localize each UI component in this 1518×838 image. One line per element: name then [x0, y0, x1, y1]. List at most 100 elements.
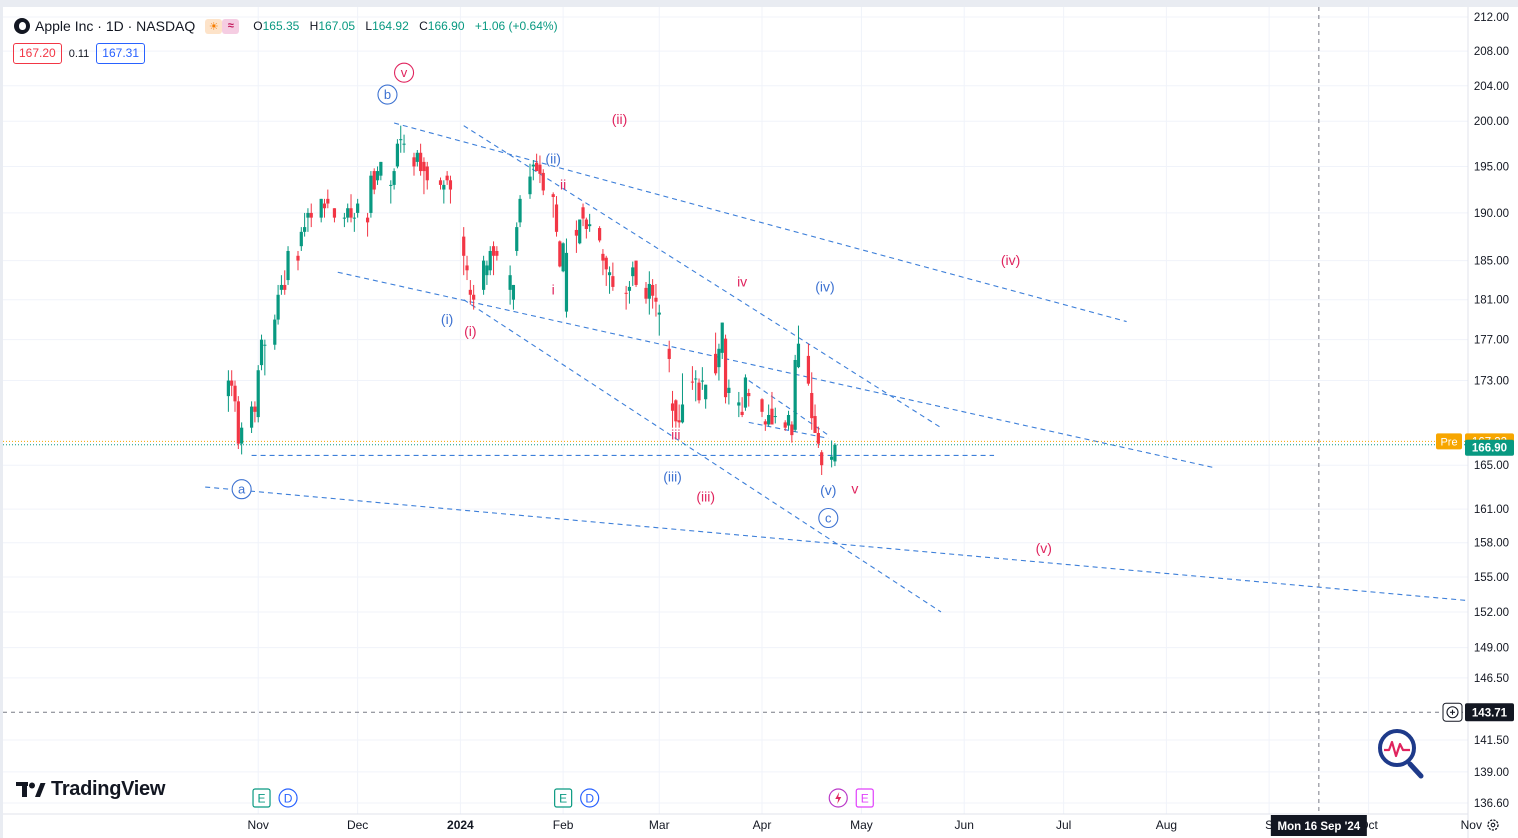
time-tick-label: Dec — [347, 818, 368, 832]
candle — [538, 155, 542, 184]
wave-label[interactable]: (iv) — [1001, 252, 1020, 268]
wave-label[interactable]: (ii) — [545, 151, 561, 167]
candle — [727, 379, 731, 405]
wave-label[interactable]: b — [377, 84, 398, 105]
candle-body — [495, 250, 499, 256]
wave-label[interactable]: (iii) — [663, 469, 682, 485]
wave-label[interactable]: (iii) — [696, 488, 715, 504]
wave-label[interactable]: (iv) — [815, 278, 834, 294]
candle-body — [574, 229, 579, 236]
event-marker-text: E — [559, 792, 567, 806]
candle — [697, 378, 701, 404]
event-marker-shape — [252, 788, 271, 808]
candle-body — [283, 284, 287, 290]
gear-outer — [1487, 819, 1499, 831]
wave-label[interactable]: (v) — [820, 482, 836, 498]
magnifier-lens — [1378, 729, 1416, 767]
event-marker-text: D — [585, 792, 594, 806]
wave-label[interactable]: (i) — [464, 323, 476, 339]
candle-body — [651, 284, 655, 296]
candle — [419, 143, 423, 176]
candle-body — [226, 380, 230, 397]
trendline[interactable] — [337, 271, 1213, 468]
candle — [481, 255, 486, 295]
candle — [395, 139, 400, 169]
trendline[interactable] — [748, 421, 829, 439]
event-marker-shape — [554, 788, 573, 808]
candle — [796, 325, 801, 369]
candle — [723, 334, 728, 404]
candle — [767, 404, 771, 427]
candle — [634, 260, 638, 287]
candle-body — [412, 157, 416, 167]
candle-body — [365, 217, 370, 223]
event-marker-dividend[interactable]: D — [580, 788, 600, 808]
ohlc-readout: O165.35 H167.05 L164.92 C166.90 +1.06 (+… — [253, 19, 558, 33]
event-marker-dividend[interactable]: D — [278, 788, 298, 808]
wave-label[interactable]: iv — [737, 274, 747, 290]
candle-body — [677, 420, 681, 423]
candle — [306, 208, 310, 232]
event-marker-flash[interactable] — [828, 788, 848, 808]
candle — [598, 226, 602, 243]
candle-body — [445, 175, 449, 181]
indicator-wave-icon[interactable]: ≈ — [222, 18, 240, 34]
candle-body — [810, 392, 814, 419]
time-tick-label: Nov — [248, 818, 269, 832]
wave-label[interactable]: (v) — [1036, 540, 1052, 556]
candle-body — [561, 243, 565, 272]
candle-body — [816, 432, 820, 444]
candle-body — [670, 403, 675, 411]
wave-label[interactable]: c — [818, 507, 839, 529]
trendline[interactable] — [748, 380, 829, 436]
wave-label[interactable]: (i) — [441, 311, 453, 327]
candle-body — [578, 219, 582, 244]
price-axis-bg[interactable] — [1468, 7, 1518, 838]
trendline[interactable] — [205, 486, 1518, 618]
magnifier-analysis-icon[interactable] — [1378, 729, 1424, 779]
wave-label-text: ii — [560, 176, 566, 192]
wave-label[interactable]: (ii) — [612, 111, 628, 127]
wave-label[interactable]: a — [231, 479, 252, 500]
wave-label[interactable]: i — [552, 281, 555, 297]
price-tick-label: 181.00 — [1474, 295, 1509, 307]
symbol-title[interactable]: Apple Inc · 1D · NASDAQ — [35, 18, 196, 34]
candle — [833, 443, 837, 467]
candle — [342, 212, 346, 228]
candle — [574, 220, 579, 253]
event-marker-earnings[interactable]: E — [855, 788, 874, 808]
candle-body — [379, 161, 383, 176]
event-marker-earnings[interactable]: E — [252, 788, 271, 808]
candle — [770, 391, 774, 425]
event-marker-shape — [855, 788, 874, 808]
candle-body — [773, 416, 777, 418]
settings-gear-icon[interactable] — [1487, 819, 1499, 831]
candle-body — [236, 401, 240, 444]
trendline[interactable] — [393, 122, 1127, 323]
wave-label[interactable]: v — [851, 481, 858, 497]
tradingview-logo[interactable]: TradingView — [16, 778, 165, 801]
candle-body — [465, 265, 469, 271]
wave-label[interactable]: iii — [671, 427, 680, 443]
buy-price-button[interactable]: 167.31 — [96, 43, 145, 64]
time-tick-label: Jun — [955, 818, 974, 832]
candle-body — [581, 207, 585, 219]
sell-price-button[interactable]: 167.20 — [13, 43, 62, 64]
event-marker-earnings[interactable]: E — [554, 788, 573, 808]
wave-label[interactable]: v — [394, 62, 415, 83]
candle-body — [833, 444, 837, 462]
candle — [647, 271, 651, 315]
wave-label-text: (iv) — [1001, 252, 1020, 268]
candle — [412, 152, 416, 176]
candle — [263, 339, 267, 376]
candle — [352, 212, 356, 232]
candle — [322, 198, 327, 218]
market-open-sun-icon[interactable]: ☀ — [205, 18, 223, 34]
candle — [249, 401, 254, 433]
add-alert-plus-icon[interactable] — [1442, 702, 1463, 722]
candle-body — [743, 377, 748, 408]
time-tick-label: 2024 — [447, 818, 474, 832]
wave-label[interactable]: ii — [560, 176, 566, 192]
